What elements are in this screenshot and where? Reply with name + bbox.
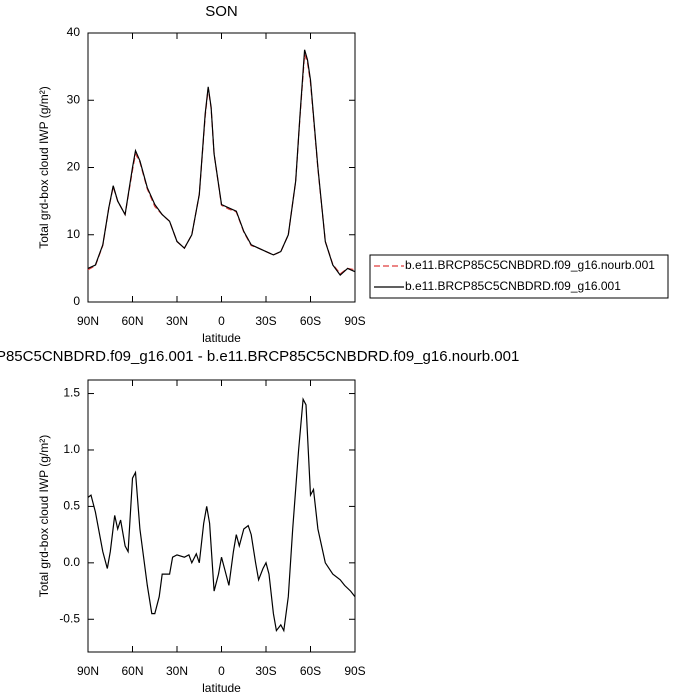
x-axis-label: latitude [202,331,241,345]
x-tick-label: 90S [344,314,365,328]
x-tick-label: 30S [255,314,276,328]
y-axis-label: Total grd-box cloud IWP (g/m²) [37,86,51,249]
legend-box [369,254,669,299]
data-line [87,397,356,633]
x-tick-label: 90S [344,664,365,678]
x-tick-label: 60N [121,664,143,678]
data-line [87,49,356,276]
y-axis-label: Total grd-box cloud IWP (g/m²) [37,435,51,598]
y-tick-label: 1.0 [63,442,80,456]
y-tick-label: 30 [67,92,81,106]
chart-title: b.e11.BRCP85C5CNBDRD.f09_g16.001 - b.e11… [0,348,519,365]
x-tick-label: 60N [121,314,143,328]
y-tick-label: 40 [67,25,81,39]
data-line [87,54,356,275]
y-tick-label: -0.5 [59,611,80,625]
x-tick-label: 30N [166,314,188,328]
x-tick-label: 90N [77,664,99,678]
chart-title: SON [205,3,238,20]
x-tick-label: 60S [300,314,321,328]
x-tick-label: 90N [77,314,99,328]
y-tick-label: 1.5 [63,386,80,400]
plot-frame [87,379,356,653]
legend-label: b.e11.BRCP85C5CNBDRD.f09_g16.nourb.001 [405,258,655,272]
y-tick-label: 10 [67,227,81,241]
y-tick-label: 0.0 [63,555,80,569]
x-tick-label: 0 [218,664,225,678]
x-tick-label: 30S [255,664,276,678]
y-tick-label: 0.5 [63,499,80,513]
x-tick-label: 0 [218,314,225,328]
x-axis-label: latitude [202,681,241,695]
x-tick-label: 30N [166,664,188,678]
x-tick-label: 60S [300,664,321,678]
legend-label: b.e11.BRCP85C5CNBDRD.f09_g16.001 [405,279,621,293]
y-tick-label: 20 [67,160,81,174]
y-tick-label: 0 [73,294,80,308]
plot-frame [87,32,356,303]
